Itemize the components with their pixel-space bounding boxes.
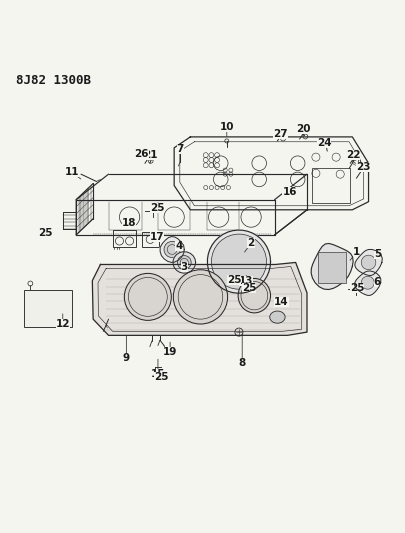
Text: 25: 25 xyxy=(38,228,53,238)
Text: 21: 21 xyxy=(143,150,158,160)
Circle shape xyxy=(361,255,376,270)
Text: 15: 15 xyxy=(151,369,165,379)
Text: 25: 25 xyxy=(150,203,164,213)
Polygon shape xyxy=(160,237,184,262)
Text: 20: 20 xyxy=(296,124,311,134)
Text: 25: 25 xyxy=(227,275,241,285)
Text: 19: 19 xyxy=(163,348,177,357)
Text: 16: 16 xyxy=(282,187,297,197)
Text: 5: 5 xyxy=(374,249,381,260)
Circle shape xyxy=(164,241,180,257)
Text: 11: 11 xyxy=(64,167,79,177)
Text: 9: 9 xyxy=(123,353,130,363)
Polygon shape xyxy=(207,230,271,293)
Polygon shape xyxy=(355,271,381,295)
Bar xyxy=(24,290,72,327)
Text: 23: 23 xyxy=(356,162,371,172)
Bar xyxy=(142,232,159,247)
Polygon shape xyxy=(355,249,382,276)
Text: 4: 4 xyxy=(175,241,183,251)
Text: 8J82 1300B: 8J82 1300B xyxy=(16,74,91,87)
Polygon shape xyxy=(173,252,196,273)
Polygon shape xyxy=(92,262,307,335)
Circle shape xyxy=(124,273,171,320)
Text: 3: 3 xyxy=(181,262,188,271)
Text: 27: 27 xyxy=(273,128,288,139)
Text: 18: 18 xyxy=(122,218,136,228)
Text: 7: 7 xyxy=(177,144,184,154)
Ellipse shape xyxy=(270,311,285,323)
Ellipse shape xyxy=(238,278,271,313)
Text: 24: 24 xyxy=(317,138,331,148)
Text: 14: 14 xyxy=(274,297,289,307)
Circle shape xyxy=(361,276,374,289)
Circle shape xyxy=(177,255,191,269)
Text: 2: 2 xyxy=(247,238,255,248)
Polygon shape xyxy=(311,244,353,289)
Bar xyxy=(113,230,136,247)
Bar xyxy=(318,252,346,282)
Circle shape xyxy=(173,270,228,324)
Text: 12: 12 xyxy=(55,319,70,329)
Text: 8: 8 xyxy=(239,358,246,368)
Text: 26: 26 xyxy=(134,149,149,159)
Text: 25: 25 xyxy=(350,282,364,293)
Text: 17: 17 xyxy=(150,232,164,243)
Text: 22: 22 xyxy=(346,150,360,160)
Text: 10: 10 xyxy=(220,122,234,132)
Text: 25: 25 xyxy=(242,282,256,293)
Text: 6: 6 xyxy=(374,277,381,287)
Circle shape xyxy=(211,234,266,289)
Text: 1: 1 xyxy=(353,247,360,257)
Text: 25: 25 xyxy=(154,372,168,382)
Text: 13: 13 xyxy=(239,276,254,286)
Bar xyxy=(312,168,350,203)
